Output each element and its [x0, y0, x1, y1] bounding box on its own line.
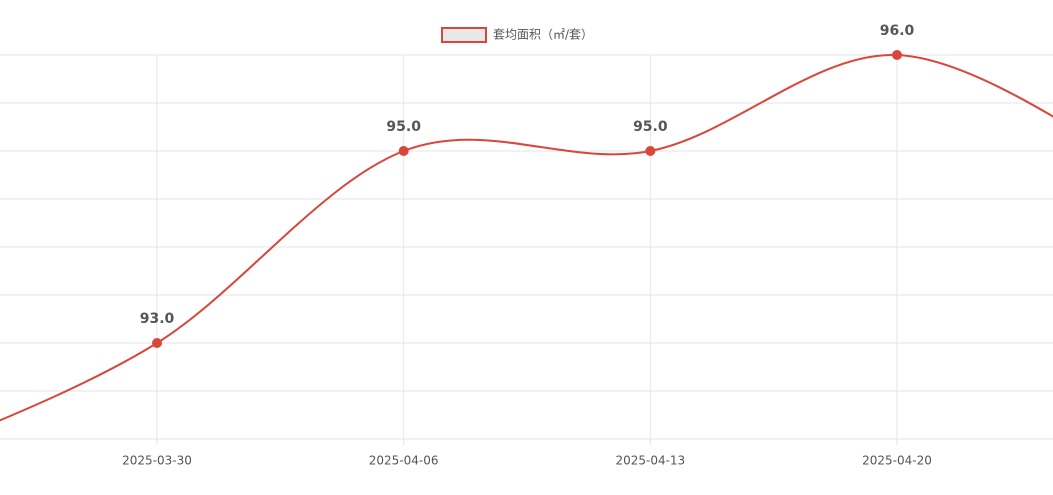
- legend-swatch: [441, 27, 487, 43]
- x-tick-label: 2025-04-13: [615, 454, 685, 468]
- value-label: 93.0: [140, 311, 175, 327]
- point: [645, 146, 656, 156]
- value-label: 95.0: [633, 119, 668, 135]
- legend-label: 套均面积（㎡/套）: [493, 28, 593, 42]
- value-label: 95.0: [386, 119, 421, 135]
- value-label: 96.0: [880, 23, 915, 39]
- legend: 套均面积（㎡/套）: [441, 27, 593, 43]
- point: [398, 146, 409, 156]
- x-tick-label: 2025-04-20: [862, 454, 932, 468]
- point: [152, 338, 162, 348]
- point: [892, 50, 903, 60]
- line: [0, 53, 1053, 422]
- x-tick-label: 2025-04-06: [369, 454, 439, 468]
- x-tick-label: 2025-03-30: [122, 454, 192, 468]
